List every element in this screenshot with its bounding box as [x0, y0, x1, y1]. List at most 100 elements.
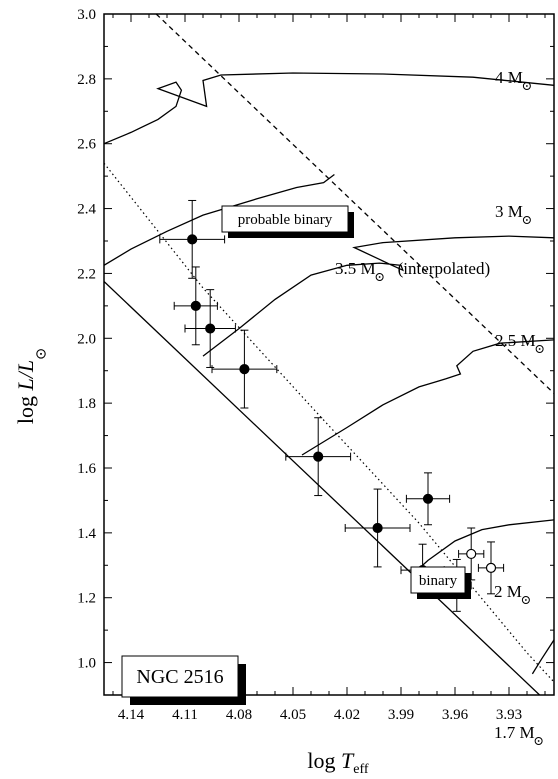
line-track-4: [104, 72, 554, 145]
y-axis-label: log L/L: [13, 360, 38, 424]
solar-symbol-dot: [378, 276, 381, 278]
y-tick-label: 2.6: [77, 137, 96, 153]
cluster-label: NGC 2516: [136, 666, 223, 688]
y-tick-label: 1.2: [77, 591, 96, 607]
data-point-open-1: [477, 541, 505, 595]
solar-symbol-dot: [525, 85, 528, 87]
data-point-filled-6: [405, 472, 451, 526]
probable-binary-box: [221, 205, 349, 233]
line-zams: [104, 281, 541, 695]
track-mass: 2: [494, 582, 507, 601]
y-axis-label-main: log: [13, 390, 38, 424]
x-tick-label: 4.14: [118, 707, 145, 723]
data-point-filled-3: [211, 329, 278, 409]
track-label-1.7: 1.7 M: [494, 723, 535, 742]
solar-symbol-ring: [36, 349, 46, 359]
data-marker: [466, 548, 477, 560]
track-mass: 1.7: [494, 723, 520, 742]
data-marker: [190, 300, 201, 311]
x-tick-label: 3.93: [496, 707, 522, 723]
y-tick-label: 3.0: [77, 7, 96, 23]
y-tick-label: 2.0: [77, 331, 96, 347]
line-dotted-sequence: [104, 162, 554, 683]
track-unit: M: [507, 582, 522, 601]
data-marker: [372, 522, 383, 534]
solar-symbol-dot: [538, 348, 541, 350]
track-label-4: 4 M: [495, 68, 523, 87]
solar-symbol-dot: [524, 599, 527, 601]
track-mass: 3: [495, 202, 508, 221]
solar-symbol-dot: [537, 740, 540, 742]
track-unit: M: [508, 68, 523, 87]
y-axis-solar-symbol: [36, 349, 46, 359]
plot-area: [104, 14, 554, 695]
y-tick-label: 1.8: [77, 396, 96, 412]
data-marker: [205, 323, 216, 334]
x-tick-label: 4.02: [334, 707, 360, 723]
track-unit: M: [361, 259, 376, 278]
data-marker: [313, 451, 324, 462]
y-axis-label-symbol: L/L: [13, 360, 38, 392]
track-note: (interpolated): [398, 259, 491, 278]
probable-binary-label: probable binary: [238, 212, 333, 228]
solar-symbol-dot: [40, 352, 42, 355]
plot-inner: [104, 14, 554, 695]
track-label-3: 3 M: [495, 202, 523, 221]
data-marker: [187, 234, 198, 245]
line-upper-limit: [155, 14, 554, 394]
solar-symbol: [522, 216, 531, 224]
x-axis-label-symbol: T: [341, 748, 355, 773]
binary-box: [410, 566, 466, 594]
plot-frame: [103, 13, 555, 696]
y-tick-label: 2.8: [77, 72, 96, 88]
track-mass: 2.5: [495, 331, 521, 350]
solar-symbol-dot: [525, 219, 528, 221]
track-labels: 4 M3.5 M (interpolated)3 M2.5 M2 M1.7 M: [335, 68, 544, 745]
data-point-filled-1: [173, 266, 218, 346]
track-unit: M: [520, 723, 535, 742]
data-marker: [422, 493, 434, 504]
y-tick-label: 1.6: [77, 461, 96, 477]
binary-label: binary: [419, 573, 458, 589]
x-axis-label-main: log: [307, 748, 341, 773]
track-label-2.5: 2.5 M: [495, 331, 536, 350]
x-axis-label: log Teff: [307, 748, 368, 777]
track-unit: M: [521, 331, 536, 350]
solar-symbol: [521, 596, 530, 604]
track-mass: 4: [495, 68, 508, 87]
x-tick-label: 4.11: [172, 707, 198, 723]
track-label-2: 2 M: [494, 582, 522, 601]
data-marker: [239, 363, 250, 375]
solar-symbol: [522, 82, 531, 90]
axis-labels: log Teff log L/L: [13, 349, 369, 777]
x-tick-label: 3.99: [388, 707, 414, 723]
data-point-filled-4: [285, 417, 352, 497]
track-unit: M: [508, 202, 523, 221]
solar-symbol: [535, 345, 544, 353]
solar-symbol: [375, 273, 384, 281]
y-tick-label: 1.0: [77, 656, 96, 672]
line-track-2_5: [202, 235, 554, 357]
data-point-filled-5: [344, 488, 411, 568]
track-label-3.5: 3.5 M (interpolated): [335, 259, 490, 278]
y-tick-label: 2.4: [77, 202, 96, 218]
line-track-low: [531, 639, 554, 675]
solar-symbol: [534, 737, 543, 745]
y-tick-label: 1.4: [77, 526, 96, 542]
track-mass: 3.5: [335, 259, 361, 278]
data-marker: [485, 562, 497, 573]
annotations: probable binary binary NGC 2516: [121, 205, 471, 705]
x-axis-label-sub: eff: [353, 762, 369, 777]
cluster-box: [121, 655, 239, 698]
data-point-filled-0: [159, 199, 226, 279]
x-tick-label: 4.08: [226, 707, 252, 723]
line-track-2: [301, 339, 554, 456]
x-tick-label: 4.05: [280, 707, 306, 723]
y-tick-label: 2.2: [77, 266, 96, 282]
axis-ticks: 1.0 1.2 1.4 1.6 1.8 2.0 2.2 2.4 2.6 2.8 3.0 4.14 4.1…: [77, 7, 555, 723]
data-point-open-0: [458, 527, 485, 581]
data-point-filled-2: [184, 289, 236, 368]
line-track-1_7: [411, 519, 554, 576]
